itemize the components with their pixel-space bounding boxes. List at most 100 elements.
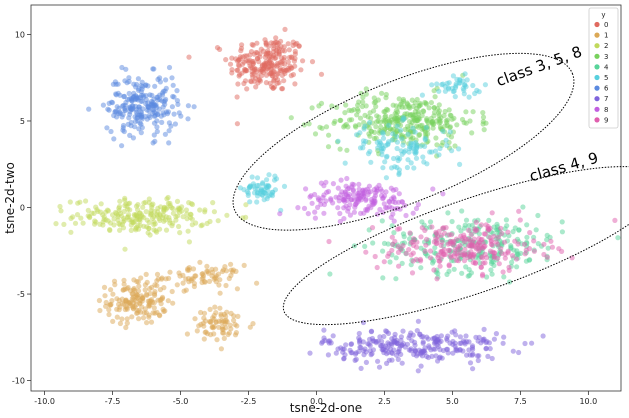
point-class-5 — [447, 129, 453, 135]
point-class-9 — [446, 263, 452, 269]
point-class-6 — [112, 79, 118, 85]
point-class-1 — [101, 284, 108, 290]
point-class-3 — [441, 113, 447, 119]
point-class-9 — [422, 248, 428, 254]
point-class-2 — [103, 209, 109, 215]
point-class-2 — [126, 217, 132, 223]
point-class-7 — [389, 350, 396, 356]
point-class-4 — [484, 274, 490, 280]
point-class-3 — [309, 105, 315, 111]
point-class-8 — [350, 188, 356, 194]
point-class-5 — [418, 143, 424, 149]
point-class-4 — [393, 255, 399, 261]
point-class-7 — [415, 368, 421, 374]
point-class-9 — [541, 251, 547, 258]
point-class-7 — [475, 357, 481, 364]
x-tick-label: 5.0 — [446, 397, 459, 406]
point-class-7 — [365, 341, 371, 347]
point-class-1 — [228, 261, 234, 267]
point-class-5 — [374, 139, 380, 145]
point-class-7 — [467, 360, 474, 366]
point-class-2 — [148, 210, 154, 216]
point-class-2 — [170, 206, 176, 212]
point-class-8 — [330, 181, 336, 187]
point-class-8 — [388, 196, 395, 202]
legend: y 0 1 2 3 4 5 6 7 8 9 — [588, 7, 619, 129]
point-class-5 — [264, 196, 270, 202]
y-axis-label: tsne-2d-two — [3, 162, 17, 234]
point-class-7 — [387, 346, 393, 352]
point-class-1 — [157, 297, 163, 303]
point-class-1 — [201, 310, 208, 316]
legend-marker-9 — [594, 117, 600, 123]
point-class-9 — [479, 255, 485, 261]
point-class-1 — [198, 321, 204, 327]
point-class-9 — [469, 251, 475, 258]
point-class-7 — [466, 347, 472, 353]
point-class-7 — [420, 339, 426, 345]
point-class-8 — [342, 190, 348, 196]
point-class-7 — [487, 346, 493, 352]
point-class-3 — [402, 126, 408, 132]
point-class-5 — [379, 148, 385, 154]
point-class-1 — [147, 286, 153, 292]
point-class-9 — [400, 243, 406, 249]
point-class-2 — [85, 207, 91, 213]
point-class-9 — [451, 240, 457, 246]
point-class-7 — [491, 336, 497, 342]
point-class-9 — [431, 267, 437, 273]
point-class-3 — [342, 123, 348, 129]
point-class-7 — [375, 358, 381, 364]
point-class-7 — [493, 331, 499, 337]
point-class-5 — [436, 88, 442, 94]
point-class-3 — [385, 131, 391, 137]
point-class-2 — [167, 200, 173, 206]
point-class-7 — [426, 343, 432, 349]
point-class-3 — [414, 117, 420, 124]
point-class-6 — [134, 95, 140, 101]
point-class-2 — [163, 227, 170, 233]
point-class-0 — [278, 55, 285, 61]
point-class-0 — [249, 59, 255, 65]
point-class-1 — [190, 266, 197, 272]
point-class-9 — [482, 231, 488, 237]
point-class-8 — [307, 194, 313, 200]
point-class-0 — [292, 81, 298, 87]
point-class-8 — [312, 209, 318, 215]
legend-marker-8 — [594, 106, 600, 112]
point-class-3 — [404, 100, 410, 106]
point-class-3 — [356, 99, 362, 105]
point-class-1 — [144, 279, 150, 285]
point-class-7 — [367, 348, 373, 354]
point-class-7 — [348, 350, 354, 356]
point-class-9 — [489, 210, 495, 216]
point-class-5 — [423, 125, 429, 131]
legend-marker-4 — [594, 64, 600, 70]
point-class-6 — [157, 79, 163, 85]
point-class-1 — [139, 298, 145, 304]
point-class-2 — [142, 199, 149, 205]
point-class-5 — [461, 87, 467, 93]
point-class-1 — [235, 313, 241, 319]
point-class-8 — [277, 211, 283, 217]
point-class-5 — [444, 80, 450, 86]
point-class-8 — [348, 197, 355, 203]
point-class-2 — [125, 206, 131, 212]
point-class-1 — [184, 331, 190, 337]
point-class-6 — [152, 83, 158, 89]
y-tick-label: -5 — [17, 290, 25, 299]
point-class-5 — [368, 159, 374, 165]
point-class-0 — [259, 63, 265, 69]
point-class-3 — [371, 135, 377, 142]
point-class-7 — [415, 318, 421, 324]
point-class-0 — [227, 61, 234, 67]
point-class-0 — [248, 49, 255, 55]
point-class-9 — [496, 261, 502, 267]
point-class-5 — [470, 82, 476, 89]
point-class-3 — [390, 102, 396, 108]
point-class-9 — [414, 239, 420, 245]
point-class-3 — [447, 125, 453, 131]
point-class-9 — [439, 239, 445, 245]
point-class-3 — [444, 120, 450, 126]
